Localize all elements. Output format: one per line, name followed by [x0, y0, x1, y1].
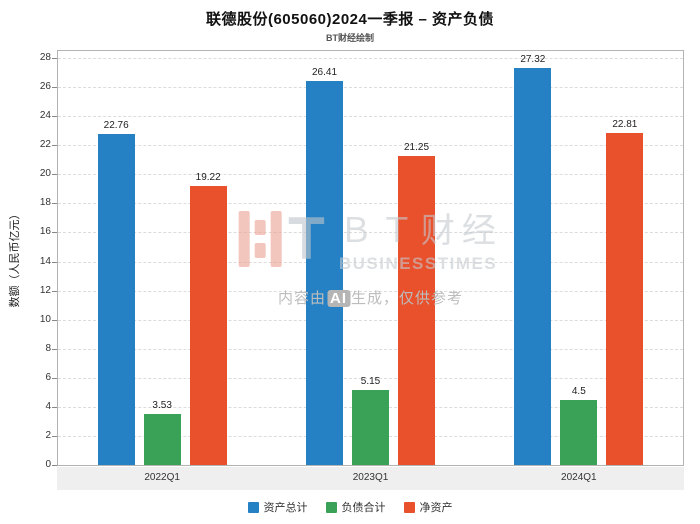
legend-item: 负债合计: [325, 499, 386, 515]
y-tick-label: 8: [45, 342, 51, 354]
y-tick-mark: [52, 203, 57, 205]
bar: [606, 133, 644, 465]
gridline: [58, 261, 683, 263]
chart-subtitle: BT财经绘制: [326, 33, 374, 43]
y-tick-mark: [52, 116, 57, 118]
y-tick-mark: [52, 145, 57, 147]
y-tick-mark: [52, 87, 57, 89]
gridline: [58, 232, 683, 234]
y-tick-mark: [52, 232, 57, 234]
gridline: [58, 377, 683, 379]
y-tick-mark: [52, 319, 57, 321]
gridline: [58, 116, 683, 118]
y-tick-label: 4: [45, 400, 51, 412]
x-tick-label: 2022Q1: [144, 472, 180, 483]
gridline: [58, 58, 683, 59]
bar: [306, 81, 343, 465]
bar-value-label: 26.41: [311, 67, 338, 79]
y-tick-label: 2: [45, 429, 51, 441]
y-tick-mark: [52, 261, 57, 263]
chart-title: 联德股份(605060)2024一季报 – 资产负债: [205, 11, 495, 28]
bar: [143, 413, 181, 465]
y-tick-label: 6: [45, 371, 51, 383]
y-tick-label: 24: [39, 110, 51, 122]
bar: [352, 390, 389, 465]
y-tick-mark: [52, 377, 57, 379]
y-tick-mark: [52, 348, 57, 350]
watermark: T ＢＴ财经 BUSINESSTIMES: [238, 203, 503, 274]
x-tick-label: 2024Q1: [561, 472, 597, 483]
legend-swatch: [247, 501, 259, 513]
y-tick-label: 26: [39, 81, 51, 93]
legend-label: 净资产: [419, 502, 453, 514]
y-tick-label: 28: [39, 52, 51, 63]
y-tick-mark: [52, 435, 57, 437]
y-tick-mark: [52, 58, 57, 59]
bar-value-label: 3.53: [152, 399, 172, 411]
bar-value-label: 22.81: [612, 119, 638, 131]
gridline: [58, 348, 683, 350]
y-tick-mark: [52, 174, 57, 176]
logo-bar-icon: [238, 210, 250, 267]
y-tick-label: 0: [45, 459, 51, 470]
bar: [560, 399, 598, 465]
legend-label: 负债合计: [341, 502, 386, 514]
y-tick-mark: [52, 406, 57, 408]
y-tick-label: 12: [39, 284, 51, 296]
plot-area: T ＢＴ财经 BUSINESSTIMES 内容由 AI 生成，仅供参考 22.76 3…: [57, 50, 684, 466]
bar-value-label: 5.15: [360, 376, 381, 388]
gridline: [58, 174, 683, 176]
bar: [189, 185, 227, 465]
y-tick-label: 22: [39, 139, 51, 151]
y-tick-label: 18: [39, 197, 51, 209]
logo-bar-icon: [270, 210, 282, 267]
logo-dot-icon: [254, 242, 266, 258]
bar-value-label: 21.25: [403, 142, 430, 154]
gridline: [58, 203, 683, 205]
legend-swatch: [403, 501, 415, 513]
legend: 资产总计 负债合计 净资产: [0, 499, 700, 515]
y-tick-label: 14: [39, 255, 51, 267]
gridline: [58, 319, 683, 321]
legend-label: 资产总计: [263, 502, 308, 514]
y-tick-label: 16: [39, 226, 51, 238]
legend-item: 净资产: [403, 499, 453, 515]
legend-item: 资产总计: [247, 499, 308, 515]
bar: [97, 134, 135, 465]
bar: [514, 67, 552, 465]
y-tick-label: 20: [39, 168, 51, 180]
x-tick-label: 2023Q1: [352, 472, 389, 483]
bar-value-label: 27.32: [520, 53, 546, 65]
y-tick-mark: [52, 290, 57, 292]
bar: [398, 156, 435, 465]
legend-swatch: [325, 501, 337, 513]
y-tick-label: 10: [39, 313, 51, 325]
gridline: [58, 145, 683, 147]
gridline: [58, 87, 683, 89]
bar-value-label: 19.22: [195, 171, 221, 183]
bar-value-label: 4.5: [571, 385, 586, 397]
x-axis-band: [57, 467, 684, 490]
logo-dots-icon: [254, 219, 266, 258]
gridline: [58, 290, 683, 292]
y-tick-mark: [52, 465, 57, 466]
bar-value-label: 22.76: [103, 120, 129, 132]
